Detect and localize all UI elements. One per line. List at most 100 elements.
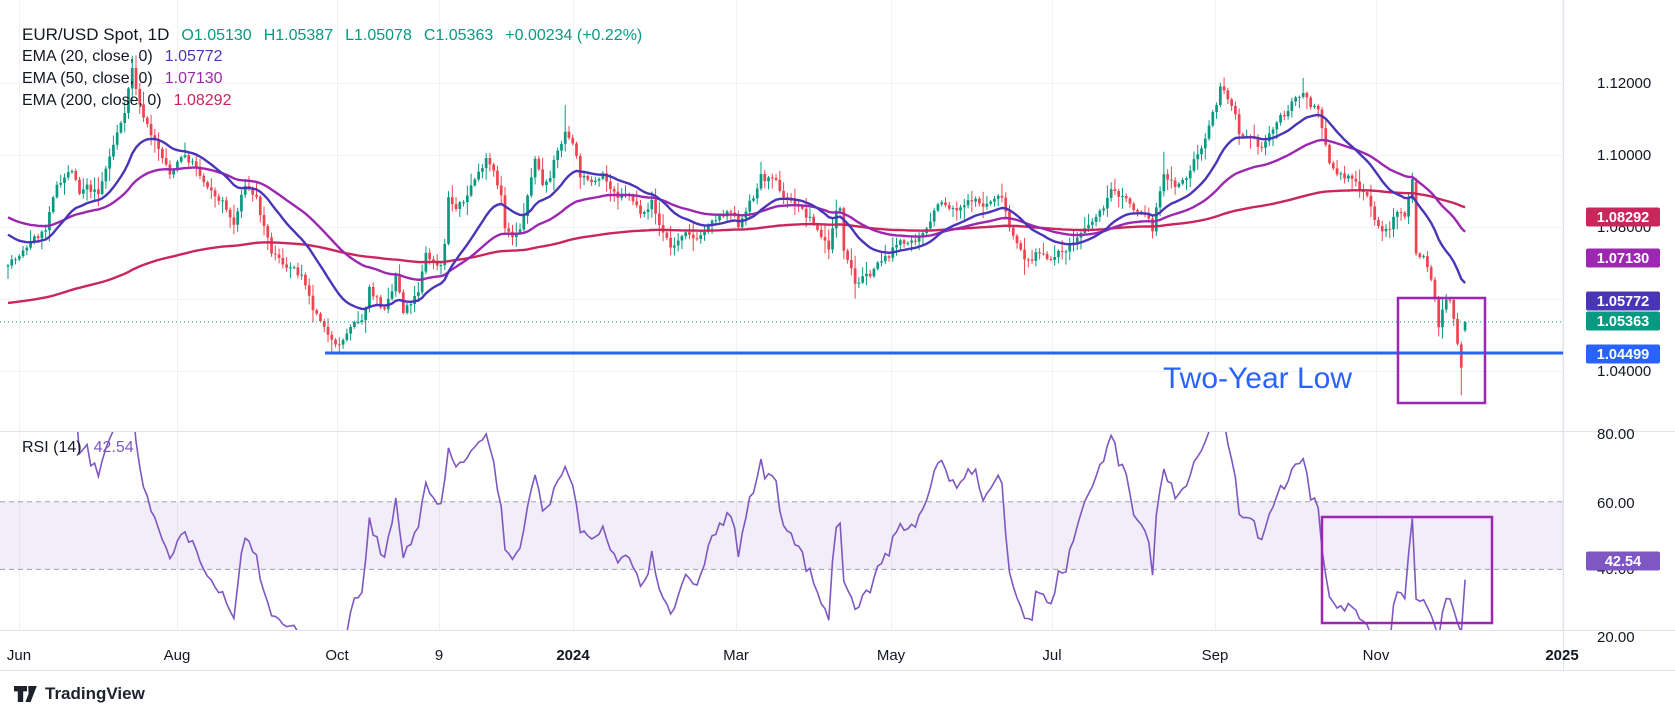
candle-body <box>718 215 721 221</box>
candle-body <box>187 155 191 163</box>
gridlines <box>0 0 1563 630</box>
candle-body <box>477 171 480 180</box>
candle-body <box>1264 141 1267 148</box>
candle-body <box>1034 252 1038 261</box>
candle-body <box>356 321 360 323</box>
candle-body <box>1185 178 1188 180</box>
candle-body <box>929 221 932 229</box>
candle-body <box>635 201 639 206</box>
symbol-title[interactable]: EUR/USD Spot, 1D <box>22 25 170 44</box>
time-axis-label: May <box>877 647 906 664</box>
candle-body <box>1068 245 1072 252</box>
candle-body <box>281 257 285 265</box>
candle-body <box>202 175 206 183</box>
indicator-legend-ema200[interactable]: EMA (200, close, 0) 1.08292 <box>22 92 232 109</box>
candle-body <box>375 296 379 298</box>
indicator-legend-ema20[interactable]: EMA (20, close, 0) 1.05772 <box>22 48 223 65</box>
candle-body <box>1203 138 1207 149</box>
rsi-band-fill <box>0 501 1563 570</box>
candle-body <box>33 236 36 243</box>
candle-body <box>518 229 522 233</box>
price-highlight-box[interactable] <box>1396 296 1487 405</box>
candle-body <box>597 178 601 181</box>
candle-body <box>1147 214 1151 219</box>
candle-body <box>1087 224 1090 229</box>
last-price-badge <box>1586 311 1660 331</box>
candle-body <box>1124 195 1128 199</box>
ema200-line[interactable] <box>7 189 1466 305</box>
candle-body <box>533 158 537 178</box>
ema-lines <box>7 113 1466 311</box>
candle-body <box>842 208 846 251</box>
candle-body <box>405 305 409 313</box>
candle-body <box>740 218 744 228</box>
candle-body <box>1196 154 1200 160</box>
candle-body <box>401 292 405 313</box>
candle-body <box>1237 114 1241 135</box>
change-value: +0.00234 (+0.22%) <box>505 27 643 44</box>
rsi-highlight-box[interactable] <box>1320 515 1494 625</box>
candle-body <box>1151 218 1154 232</box>
candle-body <box>104 168 108 182</box>
candle-body <box>439 265 443 267</box>
candle-body <box>819 229 823 238</box>
price-tick-label: 1.10000 <box>1597 147 1651 164</box>
time-axis-label: Sep <box>1202 647 1229 664</box>
candle-body <box>1094 216 1098 222</box>
candle-body <box>966 200 970 206</box>
candle-body <box>462 202 465 204</box>
candle-body <box>322 321 326 327</box>
candle-body <box>1256 137 1260 147</box>
candle-body <box>473 179 477 186</box>
candle-body <box>695 238 699 240</box>
candle-body <box>277 254 281 258</box>
candle-body <box>360 320 364 322</box>
low-value: L1.05078 <box>345 27 412 44</box>
last-price-badge-text: 1.05363 <box>1597 314 1649 330</box>
candle-body <box>108 156 112 169</box>
candle-body <box>221 200 224 202</box>
indicator-legend-ema50[interactable]: EMA (50, close, 0) 1.07130 <box>22 70 223 87</box>
candle-body <box>1102 208 1105 211</box>
candle-body <box>993 198 996 202</box>
candle-body <box>481 168 484 172</box>
indicator-legend-rsi[interactable]: RSI (14) 42.54 <box>22 439 134 456</box>
candle-body <box>1309 97 1313 108</box>
candle-body <box>1403 212 1407 217</box>
tradingview-logo-text: TradingView <box>45 684 145 703</box>
candle-body <box>699 235 703 239</box>
candle-body <box>1384 228 1388 232</box>
candle-body <box>379 297 383 308</box>
candle-body <box>1414 182 1418 254</box>
candle-body <box>435 261 439 266</box>
candle-body <box>1162 174 1166 192</box>
ema50-line[interactable] <box>7 138 1466 282</box>
candle-body <box>1000 195 1004 198</box>
candle-body <box>1042 253 1045 255</box>
candle-body <box>657 213 661 226</box>
candle-body <box>1008 211 1011 228</box>
candle-body <box>198 167 202 176</box>
candle-body <box>932 210 936 222</box>
candle-body <box>484 158 488 169</box>
rsi-value-badge-text: 42.54 <box>1605 554 1641 570</box>
candle-body <box>1128 198 1132 204</box>
rsi-line[interactable] <box>61 373 1466 670</box>
tradingview-attribution[interactable]: TradingView <box>14 684 145 704</box>
candle-body <box>1441 309 1444 328</box>
candle-body <box>258 196 262 216</box>
candle-body <box>383 307 386 310</box>
candle-body <box>962 205 966 208</box>
candle-body <box>1350 175 1354 179</box>
candle-body <box>778 179 782 191</box>
candle-body <box>285 264 288 268</box>
time-axis-label: 2025 <box>1545 647 1578 664</box>
candle-body <box>921 233 925 237</box>
price-axis[interactable]: 1.120001.100001.080001.060001.0400080.00… <box>1586 75 1660 646</box>
time-axis[interactable]: Jun Aug Oct 9 2024 Mar May Jul Sep Nov 2025 <box>7 647 1579 664</box>
two-year-low-label[interactable]: Two-Year Low <box>1163 362 1352 395</box>
candle-body <box>872 268 876 277</box>
ema20-line[interactable] <box>7 113 1466 311</box>
candle-body <box>665 232 669 238</box>
